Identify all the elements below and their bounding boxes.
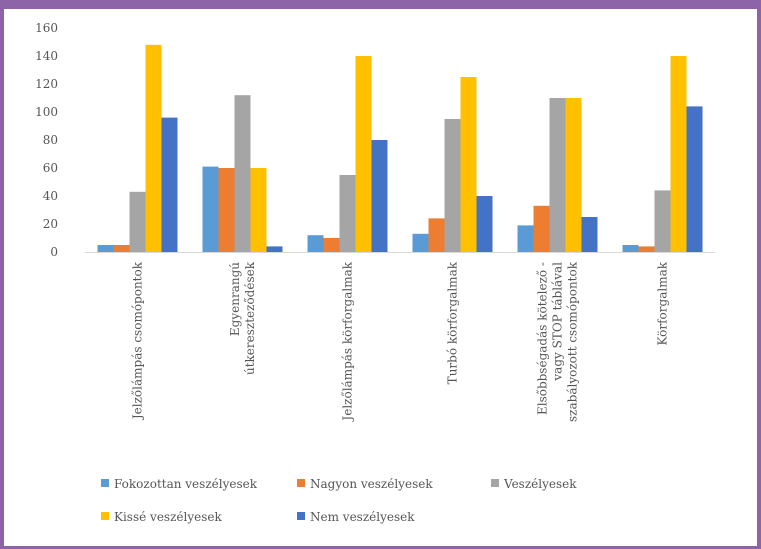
bar-fokozottan-veszélyesek	[622, 245, 639, 252]
bar-nem-veszélyesek	[161, 117, 178, 252]
legend-swatch	[101, 479, 109, 487]
legend-swatch	[297, 479, 305, 487]
y-tick-label: 100	[35, 105, 58, 119]
bar-kissé-veszélyesek	[670, 56, 687, 252]
y-tick-label: 80	[43, 133, 58, 147]
bar-kissé-veszélyesek	[355, 56, 372, 252]
bar-fokozottan-veszélyesek	[517, 225, 534, 252]
x-category-label: Jelzőlámpás csomópontok	[131, 261, 145, 421]
bar-nem-veszélyesek	[266, 246, 283, 252]
bar-veszélyesek	[444, 119, 461, 252]
legend-label: Fokozottan veszélyesek	[114, 477, 258, 491]
bar-veszélyesek	[549, 98, 566, 252]
y-tick-label: 140	[35, 49, 58, 63]
bar-veszélyesek	[339, 175, 356, 252]
legend-label: Nem veszélyesek	[310, 510, 415, 524]
bar-kissé-veszélyesek	[250, 168, 267, 252]
legend-swatch	[491, 479, 499, 487]
bar-kissé-veszélyesek	[460, 77, 477, 252]
y-tick-label: 20	[43, 217, 58, 231]
legend-swatch	[297, 512, 305, 520]
x-category-label: Turbó körforgalmak	[446, 261, 460, 384]
y-tick-label: 0	[50, 245, 58, 259]
bar-fokozottan-veszélyesek	[412, 233, 429, 252]
legend-label: Kissé veszélyesek	[114, 510, 222, 524]
x-category-label: Egyenrangú	[228, 262, 242, 336]
bar-fokozottan-veszélyesek	[97, 245, 114, 252]
legend-label: Nagyon veszélyesek	[310, 477, 433, 491]
bar-nem-veszélyesek	[686, 106, 703, 253]
bar-veszélyesek	[129, 191, 146, 252]
x-category-label: Jelzőlámpás körforgalmak	[341, 261, 355, 422]
y-tick-label: 40	[43, 189, 58, 203]
bar-nem-veszélyesek	[371, 140, 388, 252]
bar-fokozottan-veszélyesek	[307, 235, 324, 252]
x-category-label: Elsőbbségadás kötelező -	[536, 262, 550, 415]
bar-nem-veszélyesek	[581, 217, 598, 252]
bar-kissé-veszélyesek	[565, 98, 582, 252]
bar-veszélyesek	[234, 95, 251, 252]
y-tick-label: 120	[35, 77, 58, 91]
bar-nagyon-veszélyesek	[323, 238, 340, 252]
bar-fokozottan-veszélyesek	[202, 166, 219, 252]
bar-nagyon-veszélyesek	[428, 218, 445, 252]
legend-swatch	[101, 512, 109, 520]
bar-nagyon-veszélyesek	[113, 245, 130, 252]
x-category-label: útkereszteződések	[243, 261, 257, 375]
bar-nem-veszélyesek	[476, 196, 493, 252]
bar-nagyon-veszélyesek	[533, 205, 550, 252]
bar-veszélyesek	[654, 190, 671, 252]
bar-nagyon-veszélyesek	[218, 168, 235, 252]
bar-nagyon-veszélyesek	[638, 246, 655, 252]
x-category-label: szabályozott csomópontok	[566, 261, 580, 422]
legend-label: Veszélyesek	[503, 477, 577, 491]
y-tick-label: 60	[43, 161, 58, 175]
y-tick-label: 160	[35, 21, 58, 35]
x-category-label: vagy STOP táblával	[551, 262, 565, 382]
bar-kissé-veszélyesek	[145, 44, 162, 252]
x-category-label: Körforgalmak	[656, 261, 670, 345]
